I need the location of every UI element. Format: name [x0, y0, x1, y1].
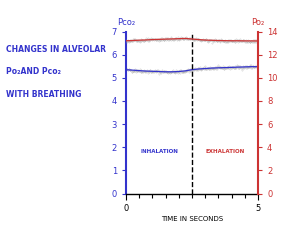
Text: INHALATION: INHALATION [140, 149, 178, 154]
X-axis label: TIME IN SECONDS: TIME IN SECONDS [161, 216, 223, 222]
Text: Po₂: Po₂ [251, 18, 265, 27]
Text: CHANGES IN ALVEOLAR: CHANGES IN ALVEOLAR [6, 45, 106, 54]
Text: WITH BREATHING: WITH BREATHING [6, 90, 81, 99]
Text: EXHALATION: EXHALATION [206, 149, 244, 154]
Text: Po₂AND Pco₂: Po₂AND Pco₂ [6, 68, 61, 76]
Text: Pco₂: Pco₂ [117, 18, 135, 27]
